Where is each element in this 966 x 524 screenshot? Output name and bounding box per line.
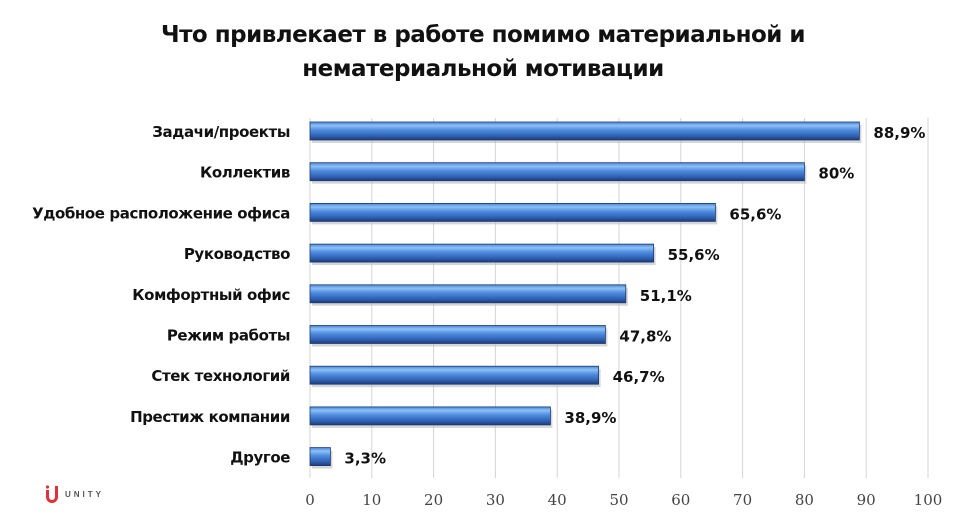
data-label: 46,7%: [613, 368, 665, 386]
data-label: 88,9%: [873, 124, 925, 142]
category-label: Комфортный офис: [132, 286, 290, 304]
bar: [309, 406, 551, 426]
category-label: Удобное расположение офиса: [32, 204, 290, 222]
unity-logo-icon: [45, 485, 58, 503]
x-tick-label: 90: [857, 491, 876, 509]
x-tick-label: 20: [424, 491, 443, 509]
data-label: 80%: [818, 165, 854, 183]
bar: [309, 162, 805, 182]
bar: [309, 325, 606, 344]
data-label: 47,8%: [619, 328, 671, 346]
x-tick-label: 80: [795, 491, 814, 509]
category-label: Престиж компании: [130, 408, 290, 426]
bar: [309, 284, 627, 304]
x-tick-label: 100: [914, 491, 943, 509]
chart-title: Что привлекает в работе помимо материаль…: [0, 18, 966, 86]
data-label: 38,9%: [564, 409, 616, 427]
bar: [309, 447, 331, 467]
bar: [309, 243, 655, 263]
bar: [309, 121, 860, 141]
category-label: Режим работы: [167, 327, 290, 345]
category-label: Коллектив: [200, 164, 290, 182]
x-tick-label: 30: [486, 491, 505, 509]
title-line-1: Что привлекает в работе помимо материаль…: [161, 22, 806, 48]
x-tick-label: 10: [362, 491, 381, 509]
bar: [309, 202, 716, 222]
x-tick-label: 70: [733, 491, 752, 509]
logo-text: UNITY: [65, 489, 104, 499]
title-line-2: нематериальной мотивации: [302, 56, 664, 82]
bar: [309, 365, 600, 385]
data-label: 3,3%: [344, 450, 386, 468]
x-tick-label: 0: [305, 491, 315, 509]
category-label: Стек технологий: [151, 367, 290, 385]
x-tick-label: 40: [548, 491, 567, 509]
data-label: 65,6%: [729, 205, 781, 223]
category-label: Задачи/проекты: [152, 123, 290, 141]
x-tick-label: 60: [671, 491, 690, 509]
unity-logo: UNITY: [44, 484, 104, 504]
data-label: 51,1%: [640, 287, 692, 305]
x-tick-label: 50: [609, 491, 628, 509]
category-label: Другое: [230, 449, 290, 467]
data-label: 55,6%: [668, 246, 720, 264]
category-label: Руководство: [184, 245, 290, 263]
